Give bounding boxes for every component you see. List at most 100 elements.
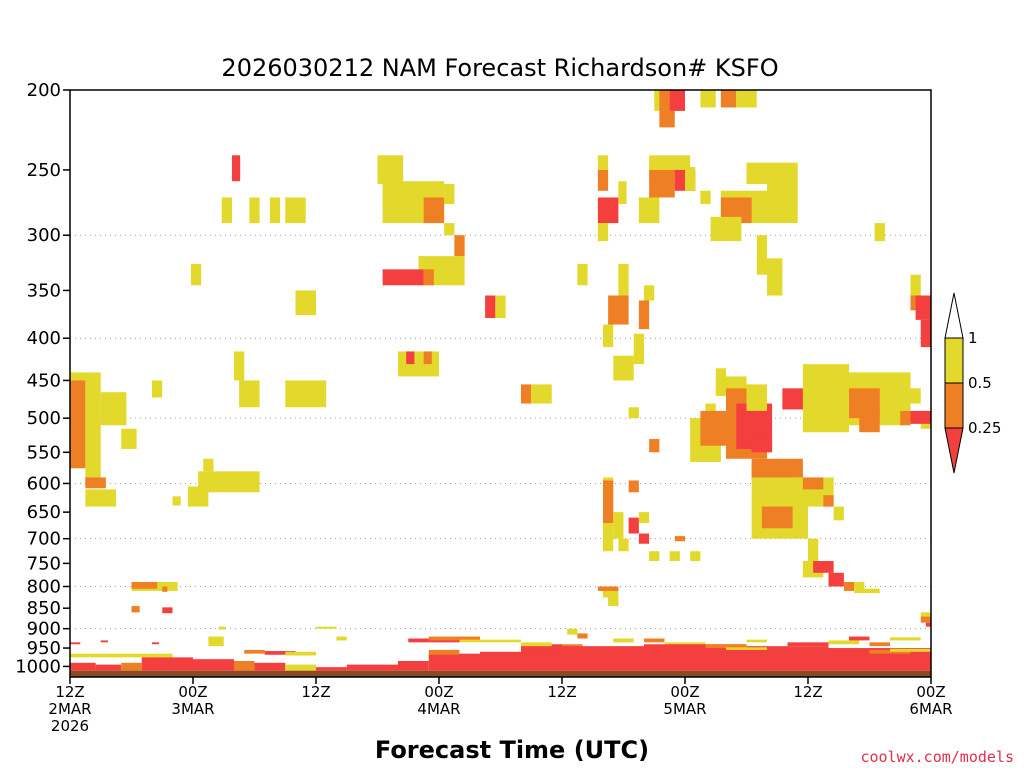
cell-red-181 xyxy=(828,648,931,671)
cell-orange-108 xyxy=(859,410,880,433)
ytick-label-1000: 1000 xyxy=(15,656,61,677)
cell-red-128 xyxy=(920,319,931,348)
cell-yellow-67 xyxy=(649,551,660,561)
cell-yellow-142 xyxy=(208,636,224,647)
cell-yellow-92 xyxy=(767,258,783,296)
xtick-label-5-0: 00Z xyxy=(670,683,699,701)
cell-red-39 xyxy=(485,295,496,318)
cell-red-101 xyxy=(751,439,773,453)
cell-yellow-17 xyxy=(190,263,202,286)
cell-yellow-43 xyxy=(577,263,588,286)
cell-yellow-156 xyxy=(746,639,767,643)
cell-yellow-158 xyxy=(828,640,860,645)
ytick-label-450: 450 xyxy=(27,370,61,391)
cell-orange-131 xyxy=(900,410,911,426)
ytick-label-900: 900 xyxy=(27,619,61,640)
xtick-label-1-1: 3MAR xyxy=(171,700,214,718)
cell-orange-113 xyxy=(761,506,793,529)
cell-red-37 xyxy=(406,351,415,365)
cell-orange-141 xyxy=(577,633,588,639)
cell-red-169 xyxy=(254,662,286,671)
cell-orange-35 xyxy=(423,269,434,286)
cell-yellow-6 xyxy=(85,489,117,507)
cell-red-76 xyxy=(669,90,685,111)
xtick-label-6-0: 12Z xyxy=(793,683,822,701)
cell-orange-72 xyxy=(597,586,619,591)
cell-red-16 xyxy=(162,607,173,614)
cell-yellow-118 xyxy=(808,538,819,569)
cell-yellow-2 xyxy=(85,372,101,484)
cell-red-137 xyxy=(100,640,108,643)
ytick-label-200: 200 xyxy=(27,80,61,101)
cell-orange-116 xyxy=(823,495,834,507)
legend-bin-yellow xyxy=(944,337,964,384)
cell-orange-79 xyxy=(720,90,737,108)
chart-title: 2026030212 NAM Forecast Richardson# KSFO xyxy=(221,54,778,82)
cell-orange-45 xyxy=(597,169,609,191)
ytick-label-750: 750 xyxy=(27,553,61,574)
cell-orange-30 xyxy=(423,197,445,224)
cell-red-138 xyxy=(152,642,160,645)
cell-yellow-90 xyxy=(767,162,798,224)
cell-yellow-123 xyxy=(854,581,865,594)
legend-bin-white xyxy=(944,292,964,339)
y-axis: 200 250 300 350 400 450 500 550 600 650 700 7508008… xyxy=(15,80,70,677)
data-cells xyxy=(70,90,931,671)
cell-yellow-10 xyxy=(198,471,260,493)
cell-yellow-23 xyxy=(234,351,245,381)
xtick-label-0-1: 2MAR xyxy=(48,700,91,718)
cell-yellow-47 xyxy=(597,223,609,242)
cell-red-130 xyxy=(910,410,931,424)
cell-yellow-4 xyxy=(121,428,137,450)
cell-yellow-102 xyxy=(746,384,767,411)
credit-link[interactable]: coolwx.com/models xyxy=(860,748,1014,766)
cell-orange-1 xyxy=(70,380,86,469)
cell-orange-133 xyxy=(920,616,931,623)
cell-red-121 xyxy=(828,572,844,587)
cell-red-164 xyxy=(95,664,122,671)
cell-orange-115 xyxy=(802,477,824,490)
cell-orange-82 xyxy=(649,169,675,198)
cell-yellow-22 xyxy=(285,197,306,224)
cell-yellow-162 xyxy=(70,653,173,658)
ytick-label-300: 300 xyxy=(27,225,61,246)
ytick-label-950: 950 xyxy=(27,638,61,659)
ytick-label-700: 700 xyxy=(27,529,61,550)
cell-orange-32 xyxy=(454,235,465,257)
xtick-label-7-1: 6MAR xyxy=(909,700,952,718)
xtick-label-0-2: 2026 xyxy=(51,717,89,735)
legend-label-0.25: 0.25 xyxy=(968,419,1001,437)
cell-yellow-135 xyxy=(316,626,337,629)
cell-red-120 xyxy=(813,560,834,573)
ytick-label-350: 350 xyxy=(27,280,61,301)
cell-yellow-126 xyxy=(910,274,921,296)
cell-yellow-26 xyxy=(295,290,316,316)
cell-yellow-29 xyxy=(444,183,455,205)
cell-yellow-94 xyxy=(715,368,726,397)
cell-red-65 xyxy=(638,533,650,544)
cell-yellow-27 xyxy=(377,155,404,184)
plot-area xyxy=(69,89,932,678)
legend-bin-orange xyxy=(944,382,964,429)
cell-orange-168 xyxy=(234,661,255,671)
cell-orange-14 xyxy=(162,586,168,592)
cell-red-150 xyxy=(521,644,562,650)
cell-orange-58 xyxy=(649,439,660,453)
cell-yellow-124 xyxy=(864,588,880,594)
cell-red-139 xyxy=(70,642,81,645)
ytick-label-250: 250 xyxy=(27,160,61,181)
cell-red-167 xyxy=(193,659,234,671)
cell-yellow-89 xyxy=(746,162,767,184)
cell-yellow-54 xyxy=(633,333,644,365)
cell-yellow-7 xyxy=(152,380,163,398)
cell-orange-13 xyxy=(131,581,158,589)
cell-red-46 xyxy=(597,197,619,224)
cell-yellow-11 xyxy=(203,458,214,472)
cell-red-171 xyxy=(316,667,347,671)
cell-yellow-8 xyxy=(172,496,181,506)
cell-orange-144 xyxy=(244,649,265,654)
cell-red-159 xyxy=(849,636,870,641)
cell-yellow-117 xyxy=(833,506,844,521)
cell-yellow-49 xyxy=(638,197,660,224)
cell-red-173 xyxy=(398,661,429,671)
